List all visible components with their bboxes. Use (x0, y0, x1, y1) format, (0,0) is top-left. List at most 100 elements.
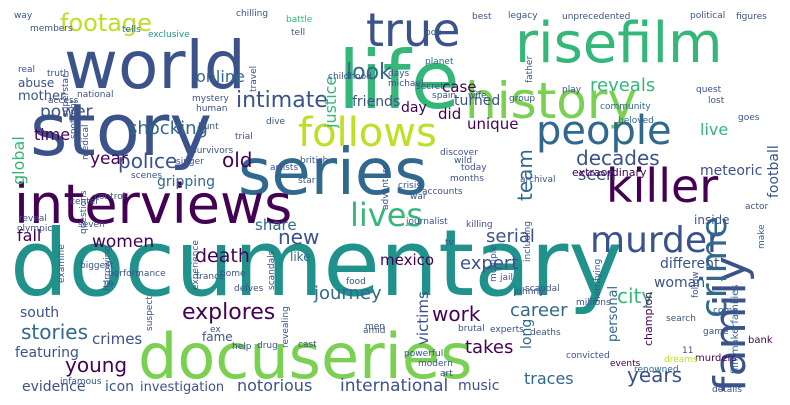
word-world: world (64, 27, 246, 104)
word-access: access (48, 96, 79, 106)
word-docuseries: docuseries (138, 320, 472, 393)
word-exclusive: exclusive (148, 30, 190, 40)
word-icon: icon (105, 379, 134, 395)
word-personal: personal (606, 286, 621, 342)
word-new: new (278, 225, 319, 249)
word-months: months (450, 174, 484, 184)
word-survivors: survivors (192, 146, 233, 156)
word-quest: quest (696, 85, 722, 95)
word-stories: stories (21, 320, 88, 344)
word-footage: footage (60, 9, 152, 37)
word-food: food (346, 277, 366, 287)
word-star: star (298, 176, 316, 186)
word-scandal: scandal (525, 284, 560, 294)
word-men: men (365, 322, 385, 332)
word-search: search (666, 314, 696, 324)
word-decades: decades (576, 146, 660, 170)
word-old: old (222, 148, 253, 172)
word-wife: wife (468, 91, 487, 101)
word-fame: fame (202, 330, 233, 344)
word-goes: goes (738, 113, 760, 123)
word-archival: archival (520, 175, 556, 185)
word-members: members (30, 24, 73, 34)
word-events: events (610, 359, 641, 369)
word-police: police (118, 149, 177, 173)
word-day: day (401, 100, 427, 116)
word-examine: examine (57, 244, 67, 283)
word-work: work (432, 302, 481, 326)
word-home: home (220, 269, 246, 279)
word-seven: seven (78, 220, 105, 230)
word-takes: takes (465, 337, 513, 358)
word-brutal: brutal (458, 324, 485, 334)
word-risefilm: risefilm (515, 11, 723, 76)
word-figures: figures (736, 12, 767, 22)
word-lives: lives (350, 196, 423, 234)
word-scenes: scenes (131, 171, 162, 181)
word-long: long (519, 319, 535, 349)
word-michael: michael (388, 79, 423, 89)
word-ex: ex (210, 325, 221, 335)
word-history: history (465, 72, 637, 130)
word-jail: jail (499, 273, 513, 283)
word-extraordinary: extraordinary (572, 166, 647, 179)
word-spotlight: spotlight (69, 99, 79, 139)
word-war: war (410, 192, 427, 202)
word-art: art (440, 369, 453, 379)
word-modern: modern (418, 359, 453, 369)
word-spain: spain (432, 91, 456, 101)
word-international: international (340, 376, 448, 396)
word-horrifying: horrifying (593, 259, 603, 302)
word-friends: friends (352, 94, 400, 110)
word-tv: tv (445, 238, 455, 248)
word-british: british (300, 156, 328, 166)
word-crimes: crimes (92, 330, 142, 348)
word-like: like (290, 250, 311, 264)
word-community: community (600, 102, 651, 112)
word-truth: truth (47, 69, 69, 79)
word-suspect: suspect (145, 296, 155, 331)
word-time: time (34, 125, 70, 144)
word-investigation: investigation (140, 380, 224, 395)
word-woman: woman (654, 275, 705, 291)
word-fall: fall (17, 226, 41, 245)
word-life: life (338, 34, 460, 127)
word-today: today (461, 163, 487, 173)
word-planet: planet (425, 57, 454, 67)
word-serial: serial (486, 226, 535, 247)
word-multiple: multiple (489, 245, 499, 282)
word-including: including (523, 221, 533, 262)
word-crisis: crisis (398, 181, 421, 191)
word-artists: artists (270, 163, 298, 173)
word-mystery: mystery (192, 94, 230, 104)
word-accounts: accounts (422, 187, 463, 197)
word-share: share (255, 216, 297, 234)
word-women: women (92, 232, 154, 252)
word-make: make (757, 224, 767, 249)
word-actor: actor (745, 202, 768, 212)
word-killer: killer (606, 159, 718, 213)
word-beloved: beloved (618, 116, 654, 126)
word-experts: experts (490, 325, 524, 335)
word-singer: singer (176, 157, 204, 167)
word-travel: travel (249, 66, 259, 92)
word-young: young (65, 353, 127, 377)
word-filmmakerfamilies: filmmakerfamilies (730, 285, 741, 374)
word-center: center (70, 197, 99, 207)
word-tell: tell (291, 28, 305, 38)
word-amid: amid (363, 326, 386, 336)
word-crime: crime (694, 216, 735, 318)
word-performance: performance (108, 269, 166, 279)
word-inside: inside (694, 213, 730, 227)
word-game: game (703, 327, 729, 337)
word-political: political (690, 11, 725, 21)
word-team: team (513, 149, 537, 201)
word-adventure: adventure (381, 163, 391, 210)
word-discover: discover (440, 148, 478, 158)
word-trial: trial (235, 132, 253, 142)
word-football: football (766, 145, 782, 198)
word-childhood: childhood (328, 72, 372, 82)
word-renowned: renowned (634, 365, 679, 375)
